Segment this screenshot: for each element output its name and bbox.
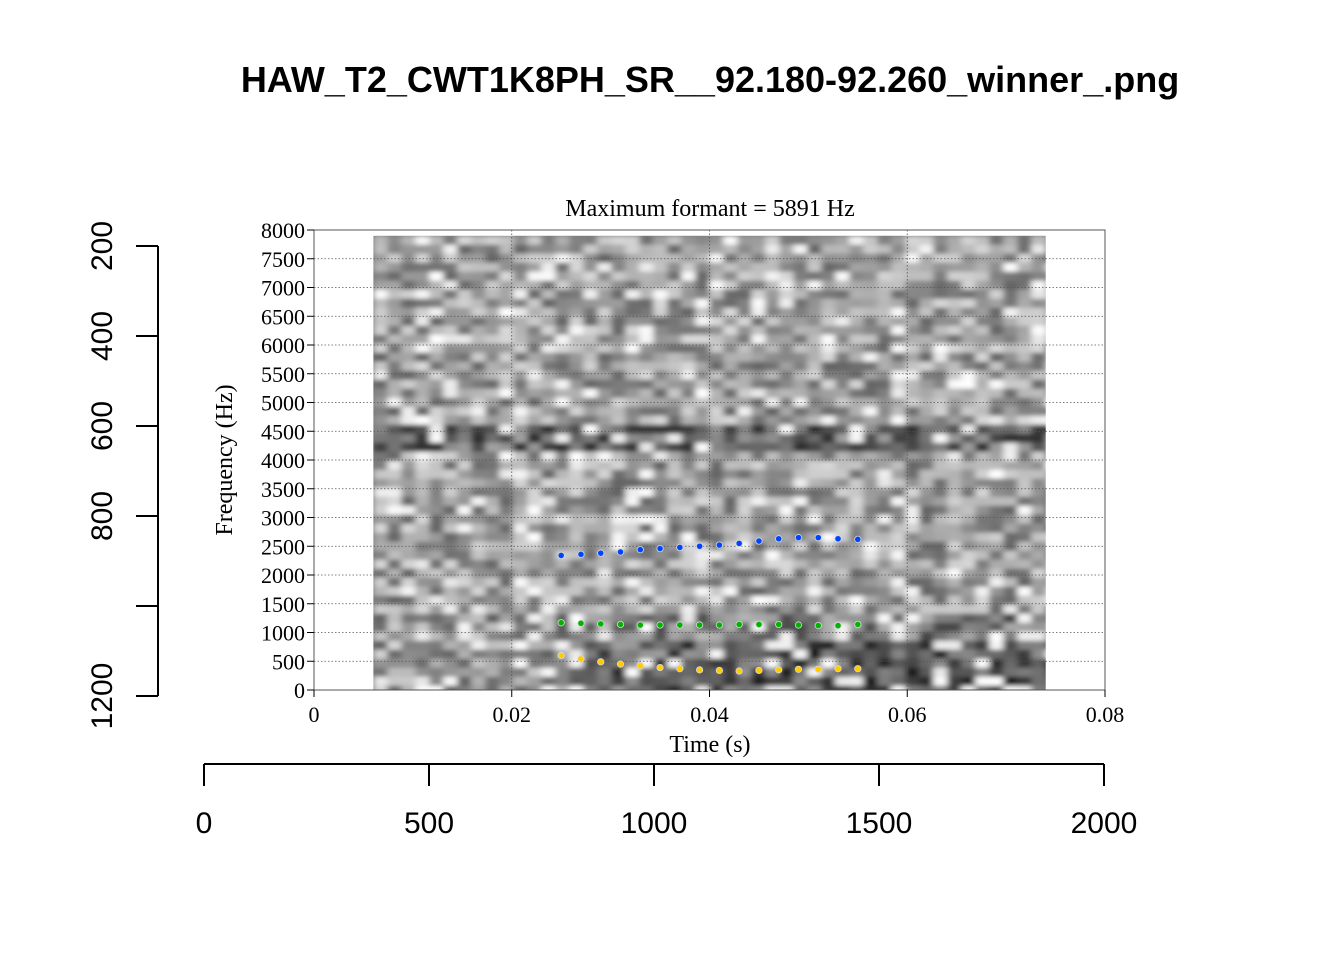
outer-x-tick-label: 500: [404, 807, 454, 840]
y-tick-label: 1500: [261, 592, 305, 617]
y-tick-label: 3000: [261, 506, 305, 531]
formant-point: [597, 549, 605, 557]
outer-x-tick-label: 1500: [846, 807, 913, 840]
formant-point: [794, 534, 803, 542]
formant-point: [656, 663, 664, 672]
figure-title: HAW_T2_CWT1K8PH_SR__92.180-92.260_winner…: [241, 59, 1179, 100]
formant-point: [715, 666, 723, 675]
formant-point: [735, 667, 743, 675]
y-axis: 0 500 1000 1500 2000 2500 3000 3500 4000 4500 5000…: [261, 218, 314, 703]
x-tick-label: 0.06: [888, 702, 927, 727]
outer-x-tick-label: 0: [196, 807, 213, 840]
outer-x-axis: 0 500 1000 1500 2000: [196, 763, 1138, 840]
formant-point: [557, 551, 565, 560]
y-tick-label: 4500: [261, 419, 305, 444]
formant-point: [814, 665, 822, 673]
formant-point: [814, 534, 822, 542]
outer-y-axis: 200 400 600 800 1200: [86, 221, 159, 730]
formant-point: [715, 541, 723, 549]
formant-series-f3: [557, 534, 862, 560]
formant-point: [676, 543, 684, 552]
formant-point: [696, 542, 704, 550]
y-tick-label: 4000: [261, 448, 305, 473]
formant-point: [636, 662, 644, 670]
y-tick-label: 3500: [261, 477, 305, 502]
formant-point: [577, 619, 585, 627]
x-tick-label: 0: [309, 702, 320, 727]
y-tick-label: 2000: [261, 563, 305, 588]
formant-point: [616, 660, 625, 668]
formant-point: [577, 655, 585, 663]
y-tick-label: 7500: [261, 247, 305, 272]
formant-point: [854, 620, 862, 629]
y-tick-label: 6000: [261, 333, 305, 358]
y-tick-label: 6500: [261, 304, 305, 329]
outer-x-tick-label: 2000: [1071, 807, 1138, 840]
formant-point: [696, 621, 704, 629]
formant-point: [656, 544, 664, 553]
formant-point: [854, 535, 862, 543]
formant-point: [755, 666, 763, 675]
outer-y-tick-label: 400: [86, 311, 119, 361]
formant-point: [735, 539, 743, 547]
outer-x-tick-label: 1000: [621, 807, 688, 840]
formant-point: [834, 621, 842, 630]
formant-point: [577, 550, 585, 558]
outer-y-tick-label: 800: [86, 491, 119, 541]
y-tick-label: 8000: [261, 218, 305, 243]
formant-point: [755, 537, 763, 545]
grid-lines: [313, 229, 1106, 691]
spectrogram-panel: Maximum formant = 5891 Hz 0 500 1000 1500 20…: [212, 196, 1124, 758]
formant-point: [616, 548, 625, 556]
formant-point: [854, 665, 862, 673]
spectrogram-image: [373, 235, 1046, 690]
y-tick-label: 5000: [261, 391, 305, 416]
x-axis-label: Time (s): [669, 732, 750, 758]
x-axis: 0 0.02 0.04 0.06 0.08: [309, 690, 1125, 727]
formant-point: [597, 620, 605, 628]
formant-series-f2: [557, 619, 862, 630]
chart-title: Maximum formant = 5891 Hz: [565, 196, 855, 222]
formant-point: [636, 621, 644, 629]
outer-y-tick-label: 600: [86, 401, 119, 451]
formant-point: [676, 621, 684, 629]
formant-point: [775, 666, 783, 674]
y-tick-label: 5500: [261, 362, 305, 387]
formant-point: [557, 619, 565, 627]
x-tick-label: 0.04: [690, 702, 729, 727]
formant-point: [735, 620, 743, 629]
y-tick-label: 500: [272, 649, 305, 674]
formant-point: [834, 535, 842, 543]
y-tick-label: 1000: [261, 621, 305, 646]
y-tick-label: 2500: [261, 534, 305, 559]
formant-point: [834, 665, 842, 673]
x-tick-label: 0.08: [1086, 702, 1125, 727]
formant-point: [616, 620, 625, 629]
y-tick-label: 7000: [261, 276, 305, 301]
formant-point: [775, 620, 783, 629]
formant-point: [794, 665, 803, 673]
y-tick-label: 0: [294, 678, 305, 703]
formant-tracks: [557, 534, 862, 675]
formant-point: [775, 535, 783, 543]
formant-point: [755, 620, 763, 629]
formant-point: [676, 665, 684, 673]
formant-point: [696, 666, 704, 674]
y-axis-label: Frequency (Hz): [212, 384, 238, 535]
formant-point: [794, 621, 803, 629]
formant-point: [557, 651, 565, 660]
formant-point: [656, 621, 664, 629]
x-tick-label: 0.02: [493, 702, 532, 727]
formant-point: [715, 621, 723, 629]
formant-point: [814, 621, 822, 630]
formant-series-f1: [557, 651, 862, 675]
formant-point: [597, 658, 605, 666]
outer-y-tick-label: 200: [86, 221, 119, 271]
formant-point: [636, 546, 644, 554]
outer-y-tick-label: 1200: [86, 663, 119, 730]
